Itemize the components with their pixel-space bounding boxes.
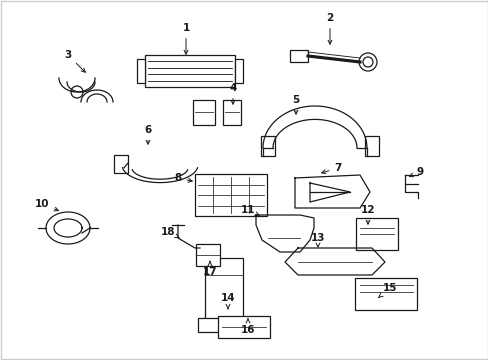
Bar: [354, 278, 416, 310]
Bar: [223, 100, 241, 125]
Bar: [218, 316, 269, 338]
Bar: [137, 59, 145, 83]
Text: 2: 2: [325, 13, 333, 44]
Text: 14: 14: [220, 293, 235, 309]
Bar: [261, 136, 274, 156]
Text: 17: 17: [202, 261, 217, 277]
Text: 7: 7: [321, 163, 341, 174]
Bar: [193, 100, 215, 125]
Bar: [355, 218, 397, 250]
Text: 9: 9: [409, 167, 423, 177]
Text: 13: 13: [310, 233, 325, 247]
Bar: [235, 59, 243, 83]
Bar: [289, 50, 307, 62]
Text: 8: 8: [174, 173, 192, 183]
Text: 1: 1: [182, 23, 189, 54]
Bar: [204, 258, 243, 323]
Text: 5: 5: [292, 95, 299, 114]
Text: 15: 15: [378, 283, 396, 298]
Text: 6: 6: [144, 125, 151, 144]
Text: 10: 10: [35, 199, 58, 211]
Text: 18: 18: [161, 227, 179, 238]
Text: 4: 4: [229, 83, 236, 104]
Bar: [364, 136, 378, 156]
Text: 3: 3: [64, 50, 85, 72]
Bar: [145, 55, 235, 87]
Bar: [114, 155, 128, 173]
Bar: [195, 174, 266, 216]
Text: 12: 12: [360, 205, 374, 224]
Bar: [198, 318, 249, 332]
Text: 11: 11: [240, 205, 259, 216]
Bar: [196, 244, 220, 266]
Text: 16: 16: [240, 319, 255, 335]
